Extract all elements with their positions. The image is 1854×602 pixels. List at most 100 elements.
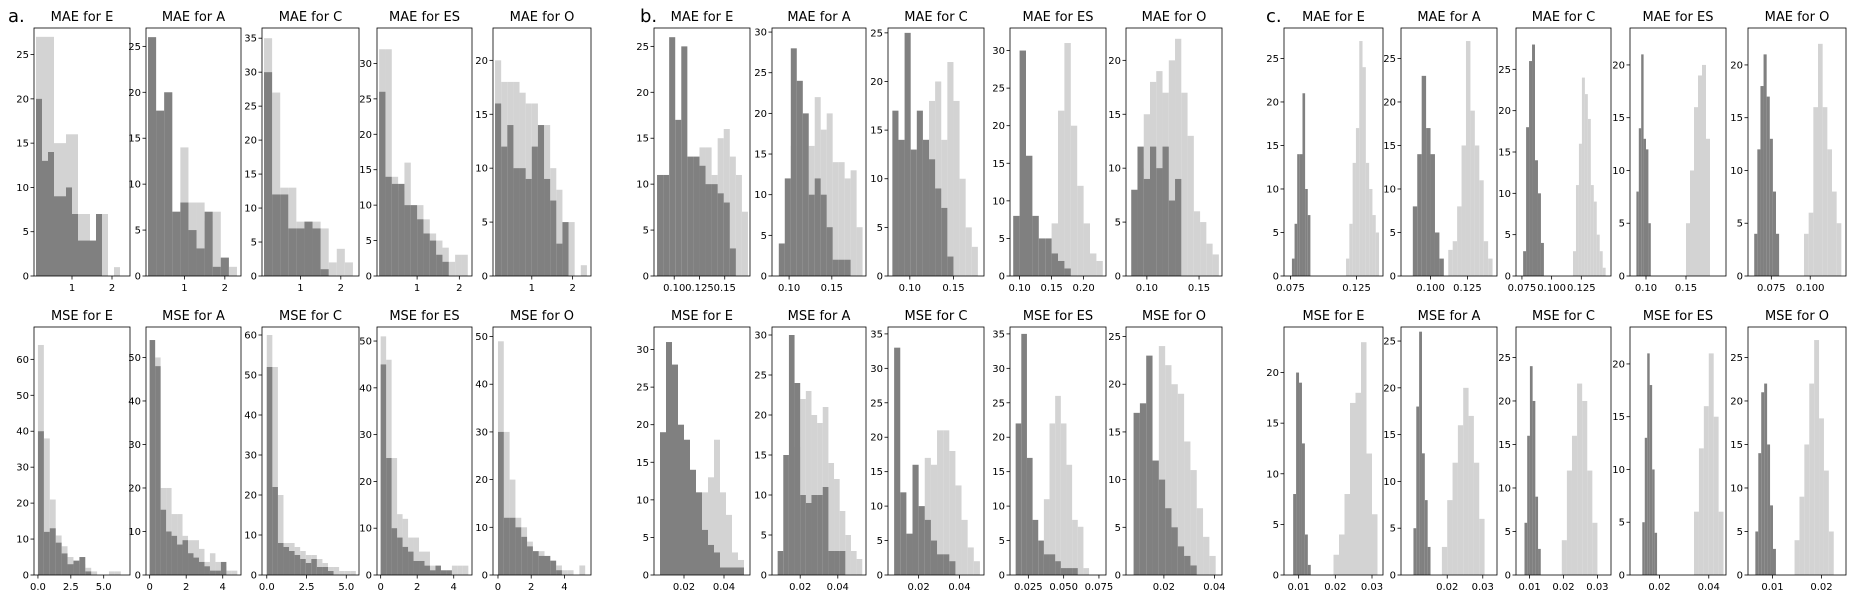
bar-dark [1430,154,1435,276]
y-tick-label: 15 [1108,427,1121,438]
subplot-title: MSE for O [1765,309,1829,324]
y-tick-label: 20 [992,433,1005,444]
y-tick-label: 20 [1612,60,1625,71]
y-tick-label: 10 [16,183,29,194]
bar-light [1043,499,1050,575]
bar-dark [708,544,714,575]
bar-dark [198,561,205,575]
y-tick-label: 5 [135,226,141,237]
y-tick-label: 20 [992,121,1005,132]
y-tick-label: 0 [1619,272,1625,283]
bar-dark [922,139,930,276]
y-tick-label: 5 [251,238,257,249]
subplot: MSE for E 0 5 10 15 20 25 30 0.02 0.04 [636,309,751,593]
y-tick-label: 25 [1498,353,1511,364]
bar-dark [1026,155,1033,276]
y-tick-label: 40 [359,383,372,394]
bar-light [1072,519,1078,575]
bar-dark [266,367,273,575]
bar-light [1581,77,1585,276]
bar-dark [402,546,409,575]
y-tick-label: 5 [643,226,649,237]
subplot-title: MAE for E [1302,10,1365,25]
bar-light [336,248,345,276]
bar-dark [738,567,744,575]
bar-dark [663,174,670,276]
y-tick-label: 10 [754,190,767,201]
bar-dark [1064,268,1071,276]
subplot: MSE for ES 0 10 20 30 40 50 0 2 4 [359,309,473,593]
bar-dark [177,544,183,575]
bar-light [1441,546,1448,575]
bar-dark [521,536,528,575]
bar-light [556,189,563,276]
x-tick-label: 0.100 [1796,283,1825,294]
bar-dark [660,432,666,575]
y-tick-label: 15 [1266,141,1279,152]
bar-dark [220,561,227,575]
bar-dark [929,159,936,276]
subplot-title: MAE for O [1142,10,1207,25]
y-tick-label: 0 [877,272,883,283]
bar-dark [817,495,823,575]
subplot: MSE for E 0 10 20 30 40 50 60 0.0 2.5 5.0 [16,309,131,593]
bar-light [838,162,845,276]
bar-dark [166,531,172,575]
bar-light [1175,38,1182,276]
bar-dark [272,487,278,575]
x-tick-label: 4 [451,582,457,593]
bar-light [1350,402,1356,575]
bar-light [1452,241,1458,276]
y-tick-label: 20 [1108,380,1121,391]
bar-dark [729,248,736,276]
y-tick-label: 15 [1383,430,1396,441]
bar-dark [1772,548,1776,575]
bar-dark [1646,149,1649,276]
axes-frame [887,27,985,277]
bar-light [1051,223,1058,276]
y-tick-label: 10 [1266,469,1279,480]
bar-dark [1307,564,1311,575]
bar-light [943,430,950,575]
bar-light [1333,554,1339,575]
y-tick-label: 30 [870,364,883,375]
bar-light [856,227,863,276]
bar-dark [1652,469,1655,575]
bar-light [102,214,108,276]
bar-light [800,399,806,575]
subplot-title: MAE for C [279,10,343,25]
bar-light [385,49,392,276]
y-tick-label: 25 [992,84,1005,95]
subplot: MSE for A 0 5 10 15 20 25 30 0.02 0.04 [754,309,867,593]
bar-dark [55,542,62,575]
bar-light [947,62,954,276]
bar-dark [410,205,418,276]
bar-dark [681,46,688,276]
bar-dark [918,506,925,575]
y-tick-label: 5 [1619,219,1625,230]
x-tick-label: 1 [181,283,187,294]
y-tick-label: 30 [636,345,649,356]
bar-dark [1302,93,1306,276]
bar-light [344,262,353,276]
x-tick-label: 0.15 [821,283,843,294]
bar-light [1339,534,1345,575]
bar-light [209,553,216,575]
bar-dark [669,37,676,276]
bar-dark [1013,215,1020,276]
bar-light [1355,128,1360,276]
x-tick-label: 0.025 [1014,582,1043,593]
bar-dark [424,565,430,575]
bar-light [1362,67,1366,276]
x-tick-label: 0.0 [30,582,46,593]
y-tick-label: 50 [359,337,372,348]
subplot: MAE for E 0 5 10 15 20 25 0.10 0.125 0.15 [636,10,751,294]
bar-dark [802,113,809,276]
bar-dark [155,366,161,575]
bar-dark [947,256,954,276]
y-tick-label: 15 [1498,148,1511,159]
bar-light [1448,249,1453,276]
bar-dark [1304,534,1308,575]
bar-dark [1072,568,1078,575]
bar-dark [495,103,502,276]
